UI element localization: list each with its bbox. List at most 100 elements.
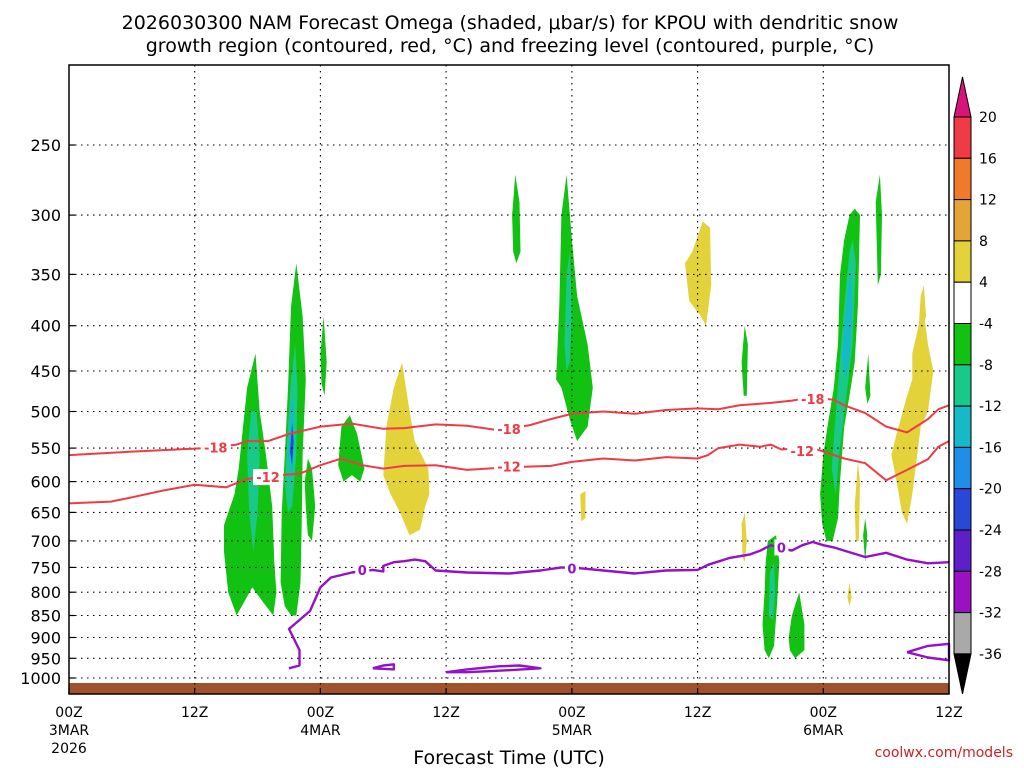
omega-region-15 bbox=[741, 325, 748, 396]
y-axis-ticks: 250 300 350 400 450 500 550 600 650 700 750 800 850 9… bbox=[20, 136, 75, 688]
chart-title-line2: growth region (contoured, red, °C) and f… bbox=[146, 35, 875, 57]
gridlines bbox=[69, 65, 949, 694]
omega-region-27 bbox=[875, 174, 882, 286]
colorbar-label-9: -20 bbox=[979, 482, 1002, 498]
omega-region-7 bbox=[320, 316, 327, 396]
ytick-label-850: 850 bbox=[30, 607, 61, 626]
freezing-line-3 bbox=[906, 642, 951, 662]
contour-label-bg-dgz-minus18-1 bbox=[494, 420, 524, 437]
xtick-label-60: 12Z bbox=[684, 705, 711, 721]
colorbar-bottom-arrow bbox=[953, 653, 972, 695]
contour-label-bg-dgz-minus12-0 bbox=[253, 469, 283, 486]
ytick-label-350: 350 bbox=[30, 265, 61, 284]
colorbar-swatch-0 bbox=[953, 116, 972, 159]
colorbar-label-12: -32 bbox=[979, 606, 1002, 622]
colorbar-label-0: 20 bbox=[979, 110, 997, 126]
colorbar-label-13: -36 bbox=[979, 647, 1002, 663]
omega-region-29 bbox=[917, 285, 926, 345]
chart-title-line1: 2026030300 NAM Forecast Omega (shaded, μ… bbox=[122, 12, 899, 34]
xtick-label-0: 00Z bbox=[55, 705, 82, 721]
freezing-label-0: 0 bbox=[358, 564, 367, 579]
xtick-label-72: 00Z bbox=[810, 705, 837, 721]
xtick-date-72: 6MAR bbox=[803, 723, 844, 739]
freezing-line-0 bbox=[287, 540, 950, 670]
colorbar-swatch-12 bbox=[953, 612, 972, 655]
xtick-label-12: 12Z bbox=[181, 705, 208, 721]
credit-text: coolwx.com/models bbox=[875, 745, 1013, 761]
contour-label-dgz-minus18-1: -18 bbox=[497, 423, 521, 438]
contour-label-dgz-minus18-0: -18 bbox=[204, 441, 228, 456]
omega-region-24 bbox=[847, 582, 852, 607]
contour-labels: -18 -18 -18 -12 -12 -12 0 0 0 bbox=[200, 391, 828, 579]
ytick-label-400: 400 bbox=[30, 317, 61, 336]
freezing-level-contours bbox=[287, 540, 951, 674]
xtick-date-24: 4MAR bbox=[300, 723, 341, 739]
colorbar-label-8: -16 bbox=[979, 440, 1002, 456]
colorbar-top-arrow bbox=[953, 76, 972, 118]
contour-dgz-minus18 bbox=[68, 396, 950, 457]
freezing-label-bg-1 bbox=[564, 560, 579, 577]
omega-region-6 bbox=[304, 458, 316, 541]
ytick-label-450: 450 bbox=[30, 362, 61, 381]
colorbar-label-6: -8 bbox=[979, 358, 993, 374]
colorbar-label-2: 12 bbox=[979, 193, 997, 209]
contour-label-bg-dgz-minus18-0 bbox=[200, 439, 231, 456]
xtick-year-0: 2026 bbox=[51, 741, 87, 757]
colorbar-label-3: 8 bbox=[979, 234, 988, 250]
ytick-label-700: 700 bbox=[30, 532, 61, 551]
xtick-label-48: 00Z bbox=[558, 705, 585, 721]
freezing-label-2: 0 bbox=[777, 541, 786, 556]
colorbar: 20 16 12 8 4 -4 -8 -12 -16 -20 -24 -28 -32 -36 bbox=[953, 76, 1002, 695]
omega-region-9 bbox=[383, 362, 430, 536]
contour-label-dgz-minus12-1: -12 bbox=[497, 461, 521, 476]
colorbar-swatch-9 bbox=[953, 488, 972, 531]
contour-label-dgz-minus12-0: -12 bbox=[256, 471, 280, 486]
contour-label-dgz-minus12-2: -12 bbox=[791, 445, 815, 460]
colorbar-label-10: -24 bbox=[979, 523, 1002, 539]
ytick-label-500: 500 bbox=[30, 403, 61, 422]
contour-label-bg-dgz-minus12-1 bbox=[494, 458, 524, 475]
omega-region-23 bbox=[854, 461, 860, 541]
ytick-label-650: 650 bbox=[30, 503, 61, 522]
xtick-label-36: 12Z bbox=[432, 705, 459, 721]
plot-frame bbox=[68, 64, 950, 695]
x-axis-label: Forecast Time (UTC) bbox=[413, 747, 604, 768]
colorbar-swatch-11 bbox=[953, 570, 972, 614]
omega-region-10 bbox=[512, 174, 521, 264]
ytick-label-550: 550 bbox=[30, 439, 61, 458]
freezing-label-1: 0 bbox=[567, 562, 576, 577]
omega-region-28 bbox=[891, 306, 934, 524]
colorbar-swatch-1 bbox=[953, 157, 972, 201]
omega-region-11 bbox=[556, 174, 593, 442]
ground-fill bbox=[69, 683, 949, 694]
xtick-label-84: 12Z bbox=[935, 705, 962, 721]
omega-region-16 bbox=[741, 512, 747, 563]
colorbar-swatch-5 bbox=[953, 323, 972, 366]
colorbar-swatch-7 bbox=[953, 405, 972, 448]
ytick-label-250: 250 bbox=[30, 136, 61, 155]
omega-region-13 bbox=[580, 491, 586, 522]
freezing-label-bg-0 bbox=[355, 561, 370, 578]
colorbar-label-5: -4 bbox=[979, 317, 993, 333]
colorbar-label-4: 4 bbox=[979, 275, 988, 291]
omega-region-14 bbox=[685, 221, 712, 326]
colorbar-swatch-2 bbox=[953, 199, 972, 242]
colorbar-swatch-6 bbox=[953, 364, 972, 407]
xtick-date-0: 3MAR bbox=[49, 723, 90, 739]
omega-region-19 bbox=[788, 592, 805, 659]
freezing-line-1 bbox=[372, 663, 395, 671]
ground-surface bbox=[69, 683, 949, 694]
freezing-line-2 bbox=[445, 664, 542, 674]
colorbar-swatch-10 bbox=[953, 529, 972, 572]
ytick-label-1000: 1000 bbox=[20, 669, 61, 688]
colorbar-label-1: 16 bbox=[979, 151, 997, 167]
contour-label-bg-dgz-minus12-2 bbox=[787, 442, 818, 459]
ytick-label-900: 900 bbox=[30, 629, 61, 648]
ytick-label-950: 950 bbox=[30, 649, 61, 668]
contour-label-dgz-minus18-2: -18 bbox=[801, 393, 825, 408]
colorbar-label-7: -12 bbox=[979, 399, 1002, 415]
colorbar-label-11: -28 bbox=[979, 564, 1002, 580]
xtick-date-48: 5MAR bbox=[552, 723, 593, 739]
omega-shading bbox=[224, 174, 934, 659]
x-axis-ticks: 00Z 3MAR 2026 12Z 00Z 4MAR 12Z 00Z 5MAR 12Z 00Z 6MA… bbox=[49, 688, 963, 757]
